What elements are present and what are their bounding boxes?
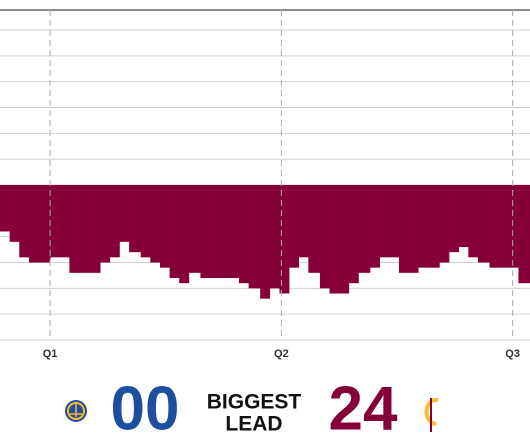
x-tick-label: Q3 xyxy=(505,348,520,360)
lead-bar xyxy=(408,185,419,273)
lead-bar xyxy=(248,185,261,289)
lead-bar xyxy=(9,185,20,242)
lead-bar xyxy=(518,185,530,284)
lead-bar xyxy=(389,185,400,258)
lead-bar xyxy=(339,185,350,294)
warriors-lead: 00 xyxy=(111,374,180,443)
lead-bar xyxy=(468,185,479,258)
lead-bar xyxy=(308,185,321,273)
lead-bar xyxy=(40,185,51,263)
plot: Q1 Q2 Q3 xyxy=(0,10,530,360)
lead-bar xyxy=(319,185,330,289)
gsw-logo xyxy=(65,400,87,422)
lead-bar xyxy=(169,185,180,278)
lead-bar xyxy=(260,185,271,299)
lead-bar xyxy=(499,185,510,268)
lead-bar xyxy=(140,185,151,258)
lead-bar xyxy=(489,185,500,268)
lead-bar xyxy=(348,185,359,284)
lead-bar xyxy=(449,185,459,253)
lead-bar xyxy=(179,185,190,284)
lead-bar xyxy=(219,185,230,278)
lead-bar xyxy=(150,185,161,263)
lead-bar xyxy=(69,185,80,273)
lead-bar xyxy=(79,185,91,273)
lead-bar xyxy=(289,185,300,268)
lead-bar xyxy=(398,185,409,273)
lead-bar xyxy=(109,185,120,258)
lead-bar xyxy=(59,185,70,258)
lead-bar xyxy=(159,185,170,268)
lead-bar xyxy=(200,185,211,278)
lead-bar xyxy=(379,185,390,258)
lead-bar xyxy=(477,185,490,263)
x-tick-label: Q2 xyxy=(274,348,289,360)
lead-bar xyxy=(19,185,30,258)
label-line: LEAD xyxy=(225,413,282,436)
lead-bar xyxy=(358,185,371,273)
lead-bar xyxy=(100,185,111,263)
lead-bar xyxy=(0,185,10,232)
lead-bar xyxy=(210,185,221,278)
lead-bar xyxy=(28,185,41,263)
lead-bar xyxy=(370,185,380,268)
lead-bar xyxy=(238,185,249,284)
lead-bar xyxy=(90,185,101,273)
lead-bar xyxy=(269,185,280,289)
lead-bar xyxy=(50,185,61,258)
x-tick-label: Q1 xyxy=(43,348,58,360)
lead-bar xyxy=(279,185,290,294)
cavaliers-lead: 24 xyxy=(329,374,398,443)
lead-bar xyxy=(458,185,469,247)
lead-bar xyxy=(129,185,141,253)
label-line: BIGGEST xyxy=(207,391,302,414)
lead-bar xyxy=(429,185,440,268)
lead-bar xyxy=(508,185,519,268)
lead-bar xyxy=(229,185,240,278)
lead-bar xyxy=(329,185,340,294)
cle-logo xyxy=(424,398,439,432)
lead-bar xyxy=(418,185,431,268)
lead-bar xyxy=(439,185,450,263)
lead-bar xyxy=(188,185,201,273)
lead-bar xyxy=(119,185,130,242)
lead-bar xyxy=(298,185,309,258)
